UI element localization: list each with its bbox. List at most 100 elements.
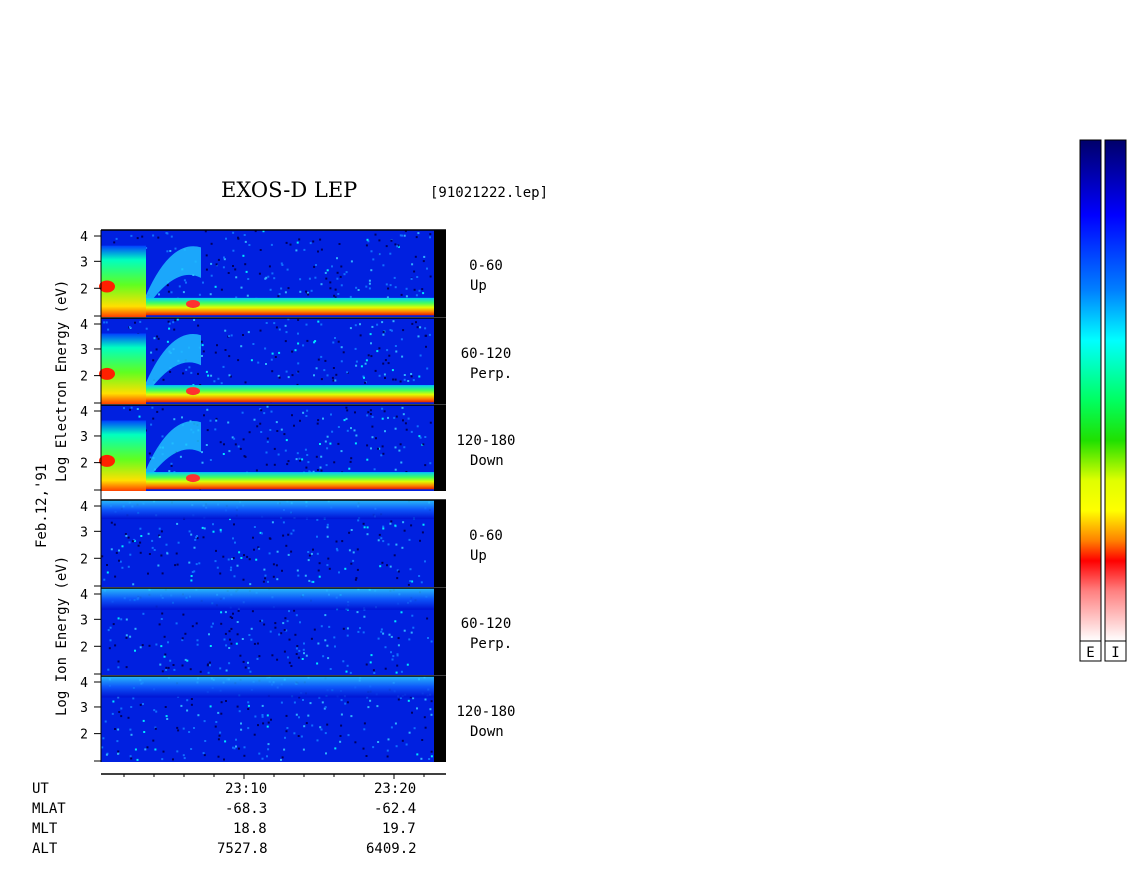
noise-pixel <box>319 443 321 445</box>
noise-pixel <box>188 562 190 564</box>
noise-pixel <box>243 438 245 440</box>
noise-pixel <box>372 416 374 418</box>
noise-pixel <box>389 634 391 636</box>
noise-pixel <box>255 559 257 561</box>
noise-pixel <box>288 554 290 556</box>
noise-pixel <box>378 239 380 241</box>
alt-value-1: 7527.8 <box>217 841 268 857</box>
noise-pixel <box>344 703 346 705</box>
noise-pixel <box>176 622 178 624</box>
noise-pixel <box>118 560 120 562</box>
noise-pixel <box>230 628 232 630</box>
noise-pixel <box>254 419 256 421</box>
noise-pixel <box>302 344 304 346</box>
noise-pixel <box>243 579 245 581</box>
noise-pixel <box>348 532 350 534</box>
noise-pixel <box>169 660 171 662</box>
noise-pixel <box>340 266 342 268</box>
panel-edge <box>434 588 446 675</box>
noise-pixel <box>411 431 413 433</box>
noise-pixel <box>382 264 384 266</box>
noise-pixel <box>152 418 154 420</box>
noise-pixel <box>357 611 359 613</box>
noise-pixel <box>126 666 128 668</box>
noise-pixel <box>317 321 319 323</box>
noise-pixel <box>216 344 218 346</box>
noise-pixel <box>431 714 433 716</box>
noise-pixel <box>128 566 130 568</box>
noise-pixel <box>245 381 247 383</box>
noise-pixel <box>350 563 352 565</box>
noise-pixel <box>400 443 402 445</box>
noise-pixel <box>401 356 403 358</box>
noise-pixel <box>416 294 418 296</box>
noise-pixel <box>234 268 236 270</box>
noise-pixel <box>299 291 301 293</box>
noise-pixel <box>154 549 156 551</box>
noise-pixel <box>264 348 266 350</box>
noise-pixel <box>314 629 316 631</box>
noise-pixel <box>249 583 251 585</box>
noise-pixel <box>210 375 212 377</box>
noise-pixel <box>118 617 120 619</box>
noise-pixel <box>208 633 210 635</box>
noise-pixel <box>321 729 323 731</box>
noise-pixel <box>324 639 326 641</box>
noise-pixel <box>143 720 145 722</box>
noise-pixel <box>354 741 356 743</box>
noise-pixel <box>128 537 130 539</box>
noise-pixel <box>357 631 359 633</box>
noise-pixel <box>102 737 104 739</box>
noise-pixel <box>106 321 108 323</box>
noise-pixel <box>327 374 329 376</box>
noise-pixel <box>388 738 390 740</box>
noise-pixel <box>329 281 331 283</box>
noise-pixel <box>190 534 192 536</box>
noise-pixel <box>367 411 369 413</box>
noise-pixel <box>228 272 230 274</box>
noise-pixel <box>109 647 111 649</box>
noise-pixel <box>303 652 305 654</box>
noise-pixel <box>346 671 348 673</box>
noise-pixel <box>311 290 313 292</box>
noise-pixel <box>237 359 239 361</box>
noise-pixel <box>244 234 246 236</box>
y-tick-label: 3 <box>80 430 88 445</box>
noise-pixel <box>256 469 258 471</box>
noise-pixel <box>215 721 217 723</box>
y-tick-label: 4 <box>80 500 88 515</box>
noise-pixel <box>420 355 422 357</box>
noise-pixel <box>302 658 304 660</box>
noise-pixel <box>429 233 431 235</box>
noise-pixel <box>347 627 349 629</box>
noise-pixel <box>224 330 226 332</box>
noise-pixel <box>156 348 158 350</box>
noise-pixel <box>106 564 108 566</box>
noise-pixel <box>354 411 356 413</box>
noise-pixel <box>320 356 322 358</box>
noise-pixel <box>276 578 278 580</box>
noise-pixel <box>284 617 286 619</box>
noise-pixel <box>218 738 220 740</box>
noise-pixel <box>374 468 376 470</box>
y-tick-label: 3 <box>80 701 88 716</box>
noise-pixel <box>247 701 249 703</box>
noise-pixel <box>317 251 319 253</box>
noise-pixel <box>317 423 319 425</box>
noise-pixel <box>203 752 205 754</box>
noise-pixel <box>394 277 396 279</box>
noise-pixel <box>411 712 413 714</box>
noise-pixel <box>239 710 241 712</box>
noise-pixel <box>345 407 347 409</box>
noise-pixel <box>154 337 156 339</box>
noise-pixel <box>150 352 152 354</box>
noise-pixel <box>224 740 226 742</box>
noise-pixel <box>258 548 260 550</box>
noise-pixel <box>225 611 227 613</box>
noise-pixel <box>370 269 372 271</box>
noise-pixel <box>409 539 411 541</box>
noise-pixel <box>288 287 290 289</box>
noise-pixel <box>217 712 219 714</box>
noise-pixel <box>290 665 292 667</box>
noise-pixel <box>308 559 310 561</box>
